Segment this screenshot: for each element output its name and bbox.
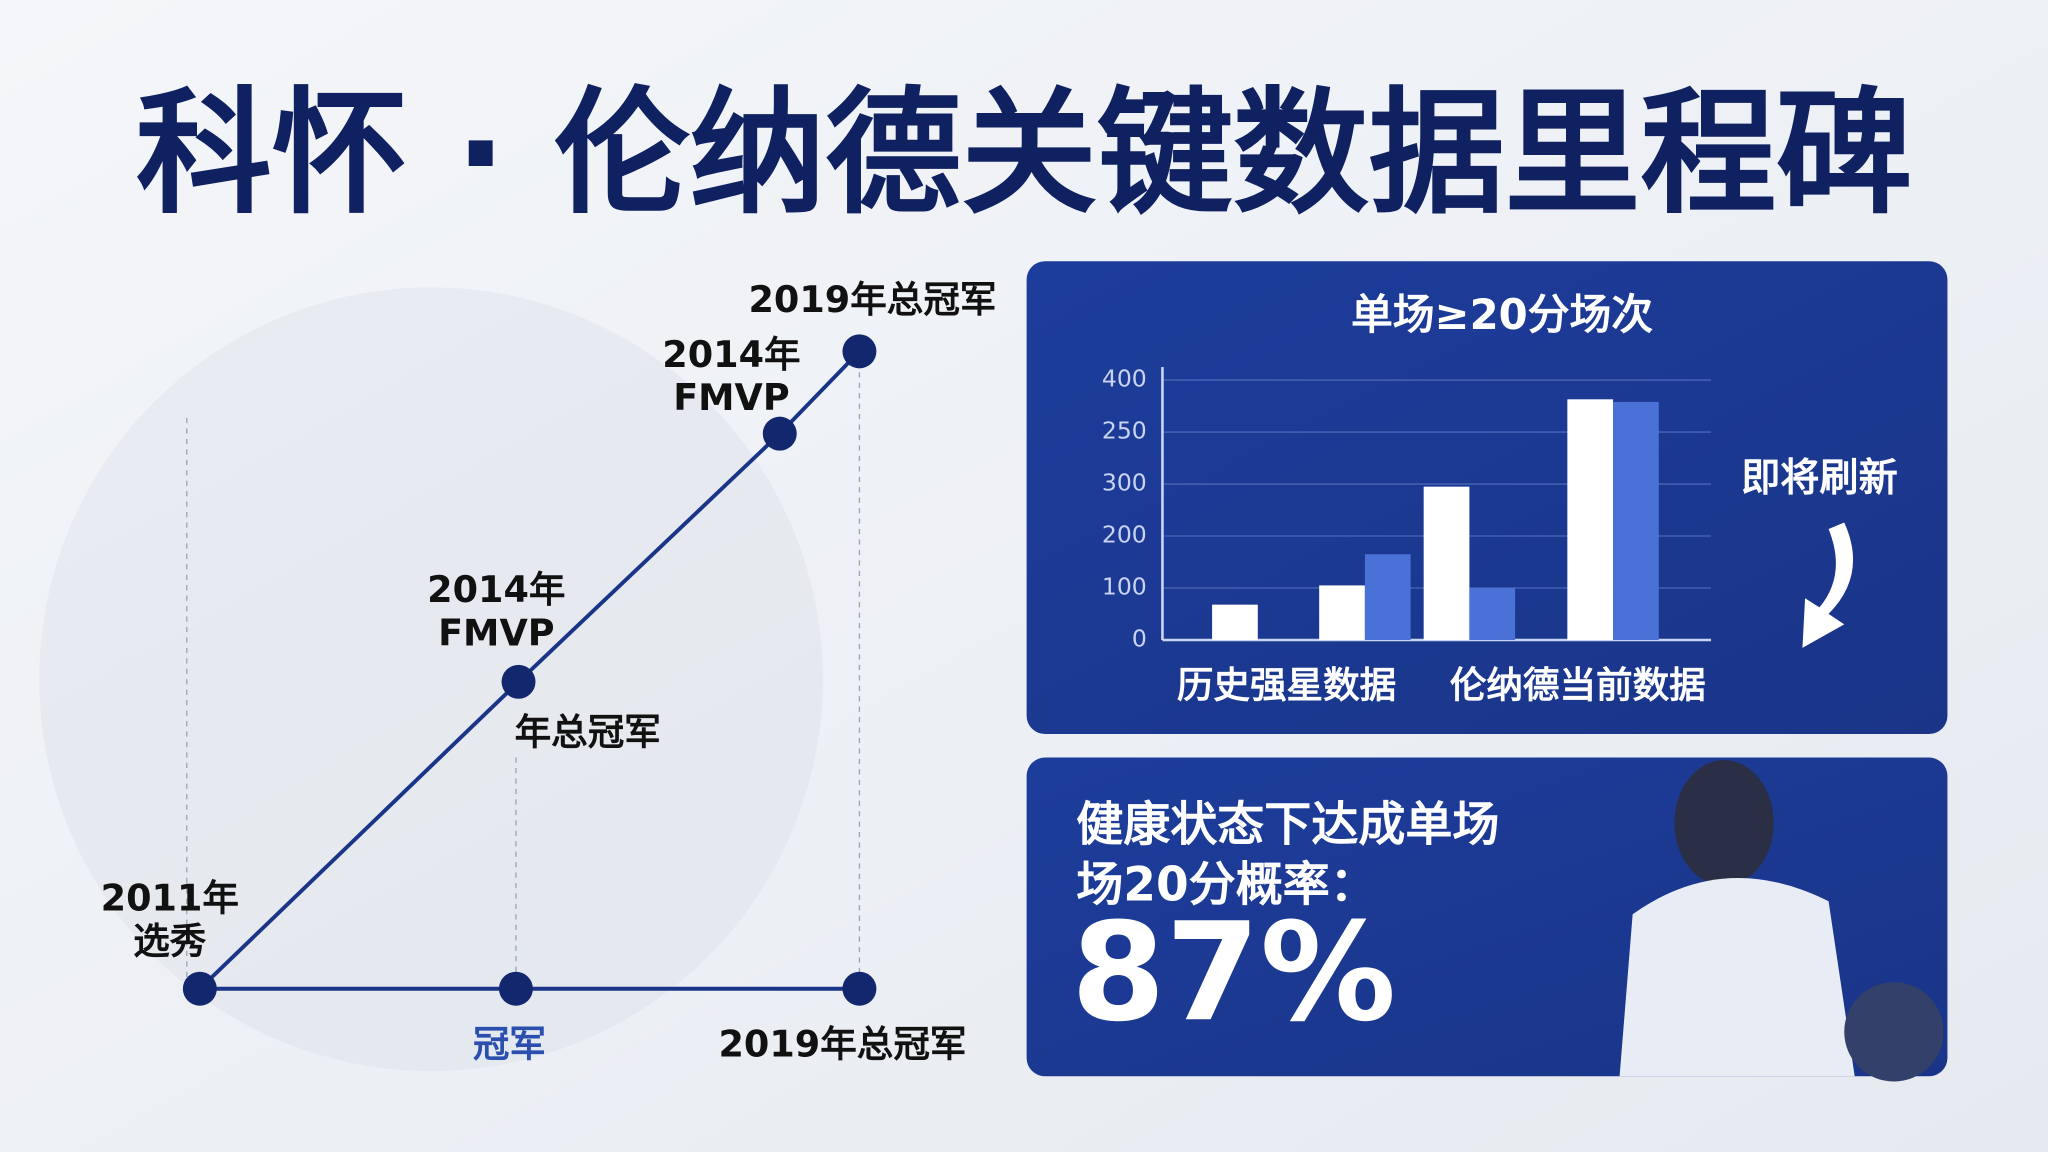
group-label: 历史强星数据 (1177, 664, 1396, 707)
bar (1319, 585, 1365, 640)
milestone-label: FMVP (438, 611, 554, 654)
stat-text: 健康状态下达成单场 (1076, 798, 1499, 853)
milestone-label: 2019年总冠军 (748, 278, 996, 321)
title: 科怀 · 伦纳德关键数据里程碑 (136, 75, 1912, 233)
stat-value: 87% (1071, 894, 1396, 1052)
milestone-label: FMVP (673, 376, 789, 419)
timeline-line (198, 349, 861, 991)
milestone-label: 2011年 (101, 876, 239, 919)
milestone-label: 选秀 (133, 920, 207, 963)
stat-text: 场20分概率： (1076, 858, 1377, 913)
milestone-dot (762, 416, 797, 451)
milestone-label: 2014年 (662, 333, 800, 376)
bar (1469, 588, 1516, 640)
y-tick-label: 400 (1102, 365, 1147, 393)
y-tick-label: 300 (1102, 469, 1147, 497)
milestone-dot (842, 971, 877, 1006)
player-head (1674, 760, 1774, 886)
milestone-label: 2019年总冠军 (718, 1023, 966, 1066)
milestone-label: 年总冠军 (515, 711, 661, 754)
milestone-dot (498, 971, 533, 1006)
milestone-label: 2014年 (427, 568, 565, 611)
bar (1423, 486, 1470, 640)
bar (1364, 554, 1411, 640)
bar-chart: 单场≥20分场次 0 100 200 300 250 400 历史强星数据 伦纳德当前数据 (1102, 290, 1712, 707)
player-jersey (1619, 878, 1855, 1077)
milestone-dot (501, 664, 536, 699)
milestone-dot (182, 971, 217, 1006)
arrow (1802, 522, 1854, 648)
milestone-label: 冠军 (473, 1023, 546, 1066)
y-tick-label: 200 (1102, 521, 1147, 549)
bar (1613, 401, 1659, 640)
annotation: 即将刷新 (1741, 456, 1898, 501)
group-label: 伦纳德当前数据 (1450, 664, 1706, 707)
bar (1212, 604, 1258, 640)
bar (1567, 399, 1614, 640)
y-tick-label: 0 (1132, 625, 1147, 653)
y-tick-label: 100 (1102, 573, 1147, 601)
bg-figure (39, 287, 823, 1072)
milestone-dot (842, 334, 877, 369)
player-photo (1619, 760, 1944, 1082)
chart-title: 单场≥20分场次 (1351, 290, 1653, 339)
basketball (1844, 982, 1944, 1082)
y-tick-label: 250 (1102, 417, 1147, 445)
